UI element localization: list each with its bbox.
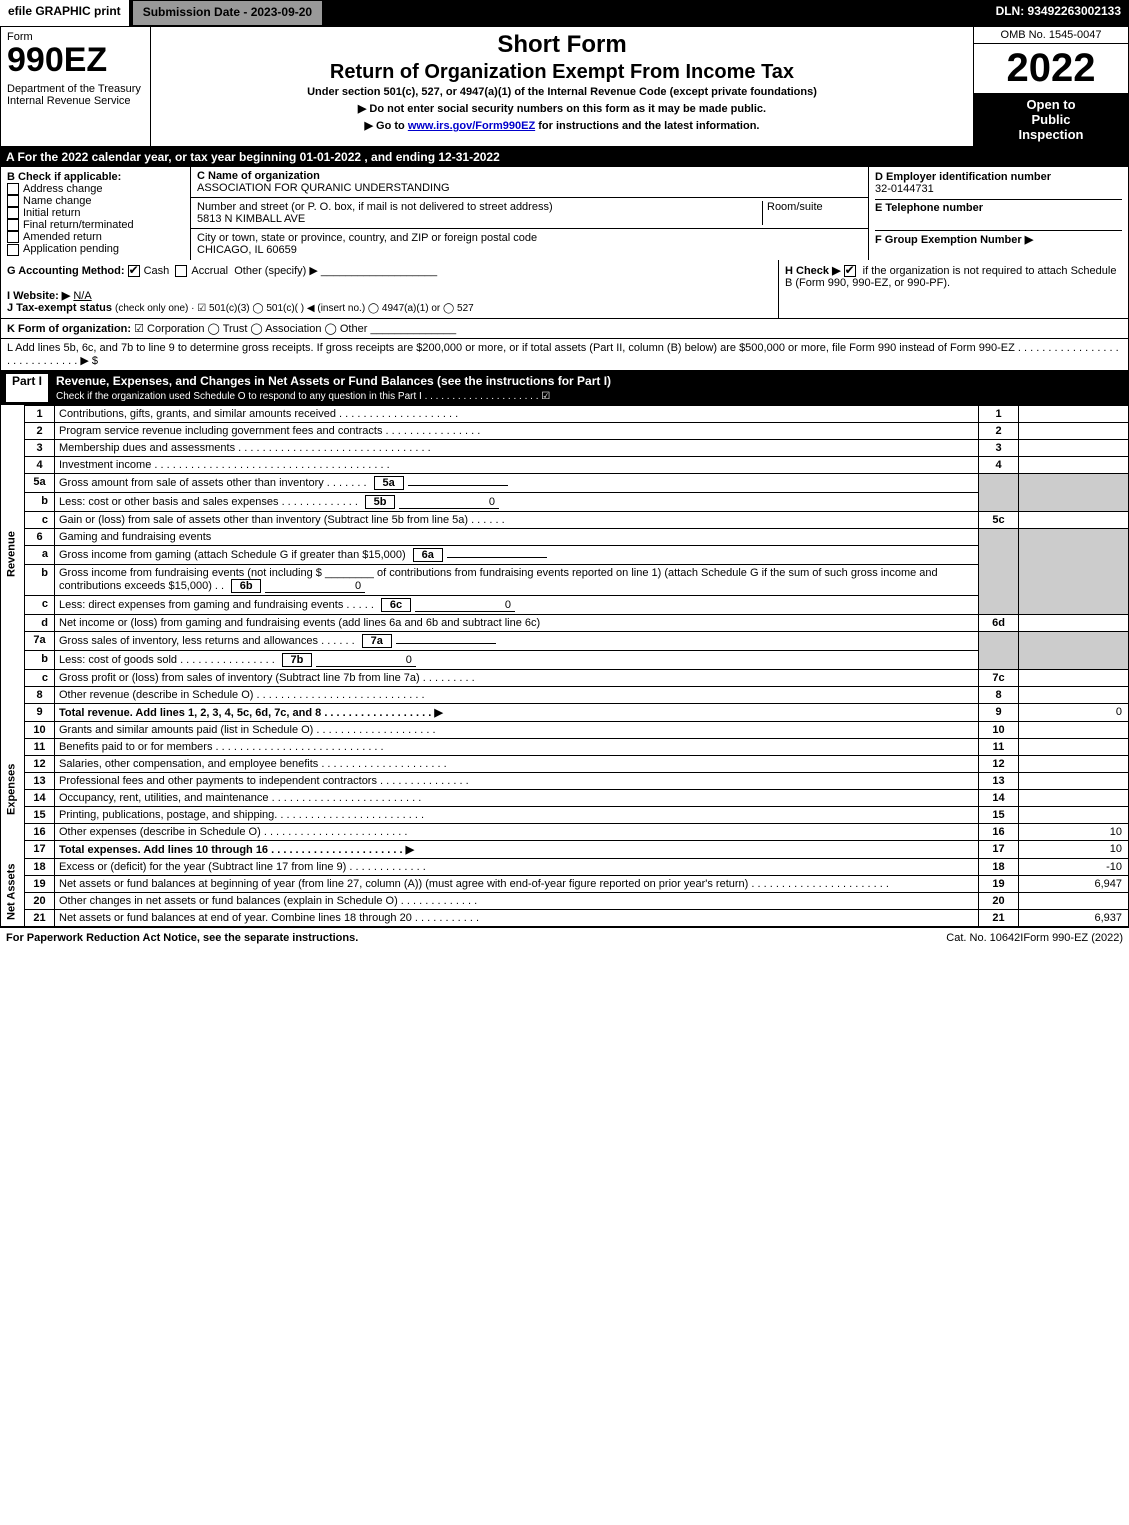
submission-date: Submission Date - 2023-09-20 [132,0,323,26]
open-2: Public [978,112,1124,127]
part-i-header: Part I Revenue, Expenses, and Changes in… [0,371,1129,405]
instr-1: ▶ Do not enter social security numbers o… [155,102,969,115]
k-text: ☑ Corporation ◯ Trust ◯ Association ◯ Ot… [134,323,367,335]
row-g-h: G Accounting Method: Cash Accrual Other … [0,260,1129,319]
tax-year: 2022 [974,44,1128,92]
form-number: 990EZ [7,43,144,77]
irs-link[interactable]: www.irs.gov/Form990EZ [408,120,535,132]
c-name-label: C Name of organization [197,170,320,182]
website-value: N/A [73,290,91,302]
main-title: Return of Organization Exempt From Incom… [155,61,969,84]
part-i-sub: Check if the organization used Schedule … [56,391,550,402]
city-value: CHICAGO, IL 60659 [197,244,297,256]
g-label: G Accounting Method: [7,265,125,277]
footer-mid: Cat. No. 10642I [946,932,1023,944]
e-label: E Telephone number [875,199,1122,214]
street-label: Number and street (or P. O. box, if mail… [197,201,553,213]
open-public-box: Open to Public Inspection [974,92,1128,146]
chk-cash [128,265,140,277]
footer: For Paperwork Reduction Act Notice, see … [0,927,1129,948]
part-i-table: Revenue 1Contributions, gifts, grants, a… [0,405,1129,927]
k-label: K Form of organization: [7,323,131,335]
chk-amended: Amended return [7,231,184,243]
subtitle: Under section 501(c), 527, or 4947(a)(1)… [155,86,969,98]
j-text: (check only one) · ☑ 501(c)(3) ◯ 501(c)(… [115,303,474,314]
part-i-label: Part I [6,374,48,402]
dln-label: DLN: 93492263002133 [988,0,1129,26]
i-label: I Website: ▶ [7,290,70,302]
instr-2-post: for instructions and the latest informat… [535,120,759,132]
ein-value: 32-0144731 [875,183,1122,195]
h-label: H Check ▶ [785,265,841,277]
omb-number: OMB No. 1545-0047 [974,27,1128,44]
city-label: City or town, state or province, country… [197,232,537,244]
open-3: Inspection [978,127,1124,142]
b-label: B Check if applicable: [7,171,184,183]
chk-initial: Initial return [7,207,184,219]
footer-right: Form 990-EZ (2022) [1023,932,1123,944]
chk-pending: Application pending [7,243,184,255]
room-label: Room/suite [762,201,862,225]
side-expenses: Expenses [1,721,25,858]
form-header: Form 990EZ Department of the Treasury In… [0,26,1129,147]
d-label: D Employer identification number [875,171,1122,183]
g-accrual: Accrual [191,265,228,277]
side-netassets: Net Assets [1,858,25,926]
chk-final: Final return/terminated [7,219,184,231]
chk-address: Address change [7,183,184,195]
org-name: ASSOCIATION FOR QURANIC UNDERSTANDING [197,182,450,194]
efile-label: efile GRAPHIC print [0,0,129,26]
side-revenue: Revenue [1,405,25,703]
section-bcdef: B Check if applicable: Address change Na… [0,167,1129,260]
row-l: L Add lines 5b, 6c, and 7b to line 9 to … [0,339,1129,371]
j-label: J Tax-exempt status [7,302,112,314]
g-other: Other (specify) ▶ [234,265,318,277]
short-form-title: Short Form [155,31,969,59]
footer-left: For Paperwork Reduction Act Notice, see … [6,932,946,944]
instr-2-pre: ▶ Go to [365,120,408,132]
row-k: K Form of organization: ☑ Corporation ◯ … [0,319,1129,339]
chk-accrual [175,265,187,277]
chk-h [844,265,856,277]
f-label: F Group Exemption Number ▶ [875,230,1122,246]
chk-name: Name change [7,195,184,207]
g-cash: Cash [144,265,170,277]
section-a: A For the 2022 calendar year, or tax yea… [0,147,1129,167]
top-bar: efile GRAPHIC print Submission Date - 20… [0,0,1129,26]
instr-2: ▶ Go to www.irs.gov/Form990EZ for instru… [155,119,969,132]
street-value: 5813 N KIMBALL AVE [197,213,305,225]
part-i-title: Revenue, Expenses, and Changes in Net As… [56,374,611,388]
open-1: Open to [978,97,1124,112]
dept-label: Department of the Treasury Internal Reve… [7,83,144,107]
